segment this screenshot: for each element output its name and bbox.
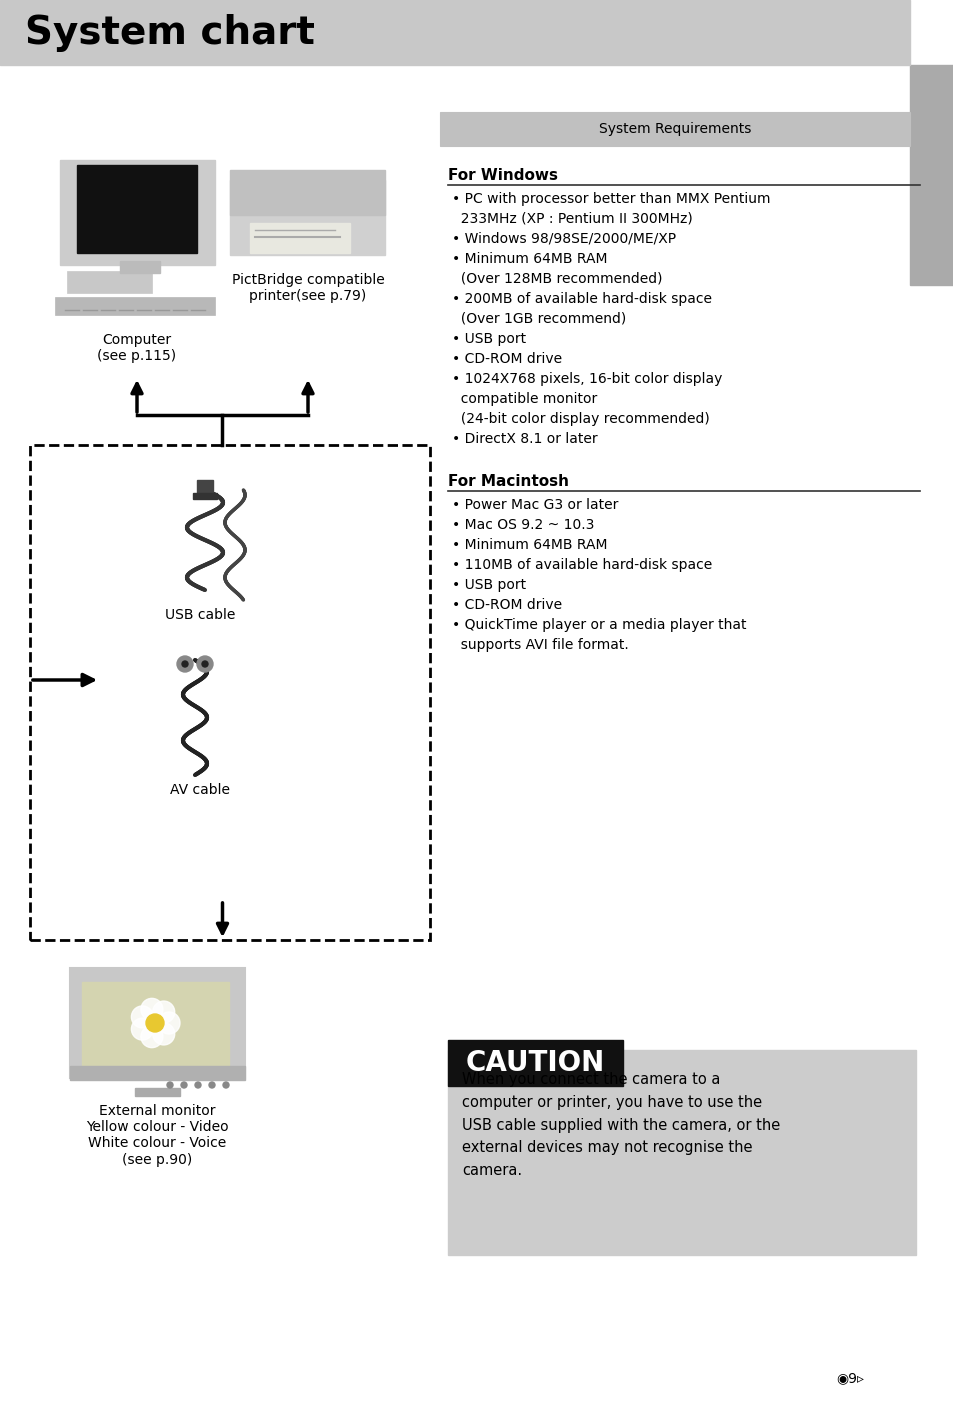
Circle shape [132, 1019, 153, 1040]
Text: • 1024X768 pixels, 16-bit color display: • 1024X768 pixels, 16-bit color display [452, 373, 721, 387]
Text: • Minimum 64MB RAM: • Minimum 64MB RAM [452, 252, 607, 266]
Text: • 110MB of available hard-disk space: • 110MB of available hard-disk space [452, 558, 712, 572]
Text: USB cable: USB cable [165, 608, 235, 622]
Bar [439, 112, 909, 146]
Bar [196, 481, 213, 495]
Bar [82, 982, 229, 1070]
Bar [70, 968, 245, 1077]
Bar [250, 223, 350, 254]
Text: System Requirements: System Requirements [598, 122, 750, 136]
Circle shape [152, 1002, 174, 1023]
Text: System chart: System chart [25, 14, 314, 52]
Circle shape [152, 1023, 174, 1045]
Circle shape [182, 661, 188, 667]
Circle shape [196, 656, 213, 672]
Text: External monitor
Yellow colour - Video
White colour - Voice
(see p.90): External monitor Yellow colour - Video W… [86, 1104, 229, 1167]
Text: 233MHz (XP : Pentium II 300MHz): 233MHz (XP : Pentium II 300MHz) [452, 212, 692, 226]
Text: • DirectX 8.1 or later: • DirectX 8.1 or later [452, 432, 597, 446]
Bar [448, 1049, 915, 1255]
Bar [67, 270, 152, 293]
Text: When you connect the camera to a
computer or printer, you have to use the
USB ca: When you connect the camera to a compute… [461, 1072, 780, 1178]
Text: ◉9▹: ◉9▹ [835, 1372, 863, 1386]
Circle shape [194, 1082, 201, 1089]
Text: compatible monitor: compatible monitor [452, 392, 597, 406]
Circle shape [181, 1082, 187, 1089]
Bar [70, 1066, 245, 1080]
Text: • PC with processor better than MMX Pentium: • PC with processor better than MMX Pent… [452, 192, 770, 206]
Text: • Windows 98/98SE/2000/ME/XP: • Windows 98/98SE/2000/ME/XP [452, 233, 676, 247]
Bar [230, 179, 385, 255]
Text: • Mac OS 9.2 ~ 10.3: • Mac OS 9.2 ~ 10.3 [452, 518, 594, 532]
Text: (Over 1GB recommend): (Over 1GB recommend) [452, 312, 625, 326]
Text: (24-bit color display recommended): (24-bit color display recommended) [452, 412, 709, 426]
Text: (Over 128MB recommended): (Over 128MB recommended) [452, 272, 661, 286]
Text: • USB port: • USB port [452, 579, 525, 593]
Text: • CD-ROM drive: • CD-ROM drive [452, 352, 561, 366]
Text: • QuickTime player or a media player that: • QuickTime player or a media player tha… [452, 618, 745, 632]
Text: PictBridge compatible
printer(see p.79): PictBridge compatible printer(see p.79) [232, 273, 384, 303]
Circle shape [177, 656, 193, 672]
Bar [55, 297, 214, 315]
Text: For Windows: For Windows [448, 168, 558, 184]
Bar [30, 446, 430, 940]
Text: Computer
(see p.115): Computer (see p.115) [97, 333, 176, 363]
Circle shape [223, 1082, 229, 1089]
Bar [230, 170, 385, 214]
Circle shape [132, 1006, 153, 1028]
Bar [120, 261, 160, 273]
Text: For Macintosh: For Macintosh [448, 474, 568, 489]
Circle shape [141, 1026, 163, 1048]
Text: • CD-ROM drive: • CD-ROM drive [452, 598, 561, 612]
Bar [135, 1089, 180, 1096]
Circle shape [158, 1012, 180, 1034]
Bar [448, 1040, 622, 1086]
Text: • Power Mac G3 or later: • Power Mac G3 or later [452, 497, 618, 511]
Circle shape [167, 1082, 172, 1089]
Text: • Minimum 64MB RAM: • Minimum 64MB RAM [452, 538, 607, 552]
Bar [60, 160, 214, 265]
Circle shape [209, 1082, 214, 1089]
Text: supports AVI file format.: supports AVI file format. [452, 637, 628, 651]
Bar [909, 64, 953, 284]
Bar [0, 0, 909, 64]
Circle shape [202, 661, 208, 667]
Text: • 200MB of available hard-disk space: • 200MB of available hard-disk space [452, 291, 711, 305]
Text: CAUTION: CAUTION [465, 1049, 604, 1077]
Circle shape [146, 1014, 164, 1033]
Bar [77, 165, 196, 254]
Text: • USB port: • USB port [452, 332, 525, 346]
Text: AV cable: AV cable [170, 783, 230, 797]
Circle shape [141, 999, 163, 1020]
Bar [193, 493, 216, 499]
